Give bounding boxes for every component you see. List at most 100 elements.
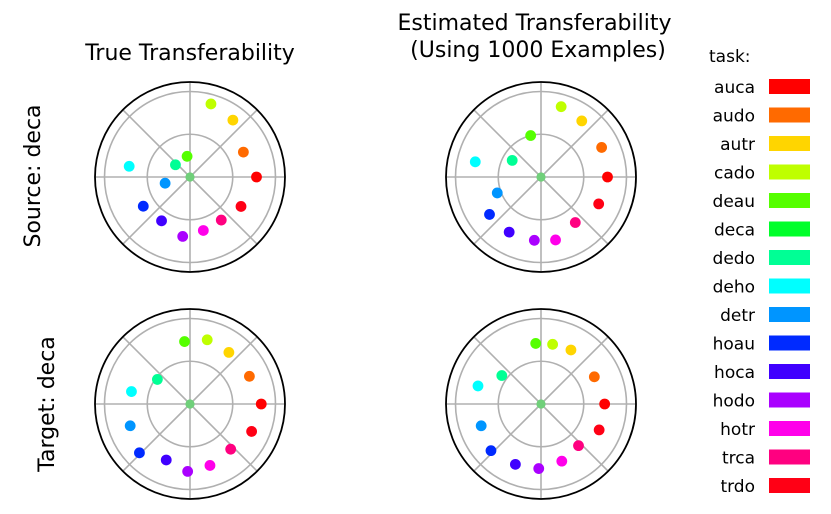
- point-hotr: [204, 460, 216, 471]
- legend-label-deau: deau: [713, 192, 755, 212]
- polar-spoke: [473, 176, 542, 245]
- point-dedo: [496, 370, 508, 381]
- point-deca: [185, 172, 195, 182]
- legend-label-dedo: dedo: [713, 249, 755, 269]
- point-hodo: [533, 463, 545, 474]
- point-hotr: [556, 455, 568, 467]
- point-deho: [469, 156, 481, 168]
- point-hoca: [156, 215, 167, 227]
- point-deho: [472, 380, 484, 392]
- point-trdo: [235, 201, 247, 212]
- point-hoca: [509, 458, 521, 470]
- point-auca: [251, 171, 262, 183]
- point-trdo: [246, 426, 258, 437]
- polar-boundary: [445, 308, 637, 500]
- point-deca: [536, 172, 546, 182]
- row-label-source: Source: deca: [21, 104, 46, 247]
- polar-spoke: [189, 176, 258, 245]
- polar-spoke: [540, 176, 609, 245]
- point-hodo: [177, 231, 189, 242]
- polar-boundary: [94, 81, 286, 273]
- legend-swatch-auca: [769, 79, 810, 94]
- column-title-estimated-line-2: (Using 1000 Examples): [410, 38, 666, 63]
- legend-swatch-hoau: [769, 335, 810, 351]
- legend-swatch-dedo: [769, 250, 810, 265]
- legend-swatch-autr: [769, 136, 810, 151]
- point-deau: [525, 130, 537, 141]
- polar-spoke: [540, 336, 609, 405]
- column-title-estimated-line-1: Estimated Transferability: [397, 11, 671, 36]
- polar-ring: [497, 133, 585, 221]
- legend-label-deho: deho: [713, 278, 755, 298]
- legend-label-hotr: hotr: [720, 420, 755, 440]
- point-hoau: [485, 445, 497, 457]
- polar-boundary: [445, 81, 637, 273]
- point-autr: [565, 344, 577, 356]
- polar-ring: [146, 133, 234, 221]
- point-cado: [205, 98, 217, 110]
- point-autr: [576, 115, 588, 127]
- point-dedo: [170, 159, 181, 171]
- point-audo: [596, 142, 608, 153]
- point-auca: [255, 398, 267, 410]
- polar-subplot: [94, 81, 286, 273]
- point-hoca: [160, 454, 172, 466]
- row-label-target: Target: deca: [35, 336, 60, 473]
- legend-swatch-deca: [769, 221, 810, 237]
- point-deau: [179, 336, 190, 347]
- polar-ring: [454, 90, 628, 264]
- point-deca: [536, 399, 546, 409]
- point-trdo: [593, 424, 605, 436]
- point-deau: [181, 150, 193, 162]
- legend-label-detr: detr: [720, 306, 755, 326]
- legend-swatch-trca: [769, 449, 810, 465]
- legend-label-hoca: hoca: [714, 363, 755, 383]
- point-detr: [159, 177, 171, 189]
- legend-label-deca: deca: [714, 221, 755, 241]
- polar-ring: [103, 317, 277, 491]
- point-auca: [602, 171, 613, 183]
- legend-label-hoau: hoau: [713, 335, 755, 355]
- point-detr: [475, 420, 487, 432]
- column-title-estimated: Estimated Transferability (Using 1000 Ex…: [397, 11, 678, 63]
- point-cado: [555, 101, 567, 113]
- point-auca: [599, 398, 611, 410]
- point-hotr: [550, 234, 561, 246]
- point-audo: [244, 370, 255, 382]
- polar-spoke: [189, 336, 258, 405]
- point-hoca: [503, 226, 515, 238]
- polar-ring: [497, 360, 585, 448]
- legend-swatch-deau: [769, 193, 810, 208]
- point-cado: [201, 334, 213, 346]
- polar-boundary: [94, 308, 286, 500]
- legend-swatch-hodo: [769, 392, 810, 408]
- point-dedo: [506, 154, 518, 166]
- point-trdo: [593, 198, 605, 210]
- legend-swatch-hoca: [769, 364, 810, 379]
- point-hoau: [137, 200, 149, 212]
- polar-spoke: [540, 403, 609, 472]
- legend-label-audo: audo: [713, 107, 755, 127]
- polar-spoke: [473, 336, 542, 405]
- legend-swatch-audo: [769, 107, 810, 123]
- point-deau: [530, 338, 542, 349]
- point-hoau: [134, 447, 145, 459]
- point-autr: [227, 114, 239, 126]
- point-dedo: [151, 374, 163, 385]
- point-autr: [223, 347, 235, 358]
- point-hodo: [182, 466, 194, 477]
- point-audo: [237, 146, 249, 158]
- legend-swatch-detr: [769, 307, 810, 322]
- point-hodo: [528, 234, 540, 246]
- legend-label-cado: cado: [714, 164, 755, 184]
- point-trca: [215, 214, 227, 226]
- polar-ring: [146, 360, 234, 448]
- legend-swatch-cado: [769, 164, 810, 180]
- polar-spoke: [189, 109, 258, 178]
- polar-spoke: [122, 336, 191, 405]
- polar-subplot: [94, 308, 286, 500]
- point-hotr: [197, 225, 209, 236]
- column-title-true: True Transferability: [84, 41, 295, 66]
- polar-subplots: [94, 81, 637, 500]
